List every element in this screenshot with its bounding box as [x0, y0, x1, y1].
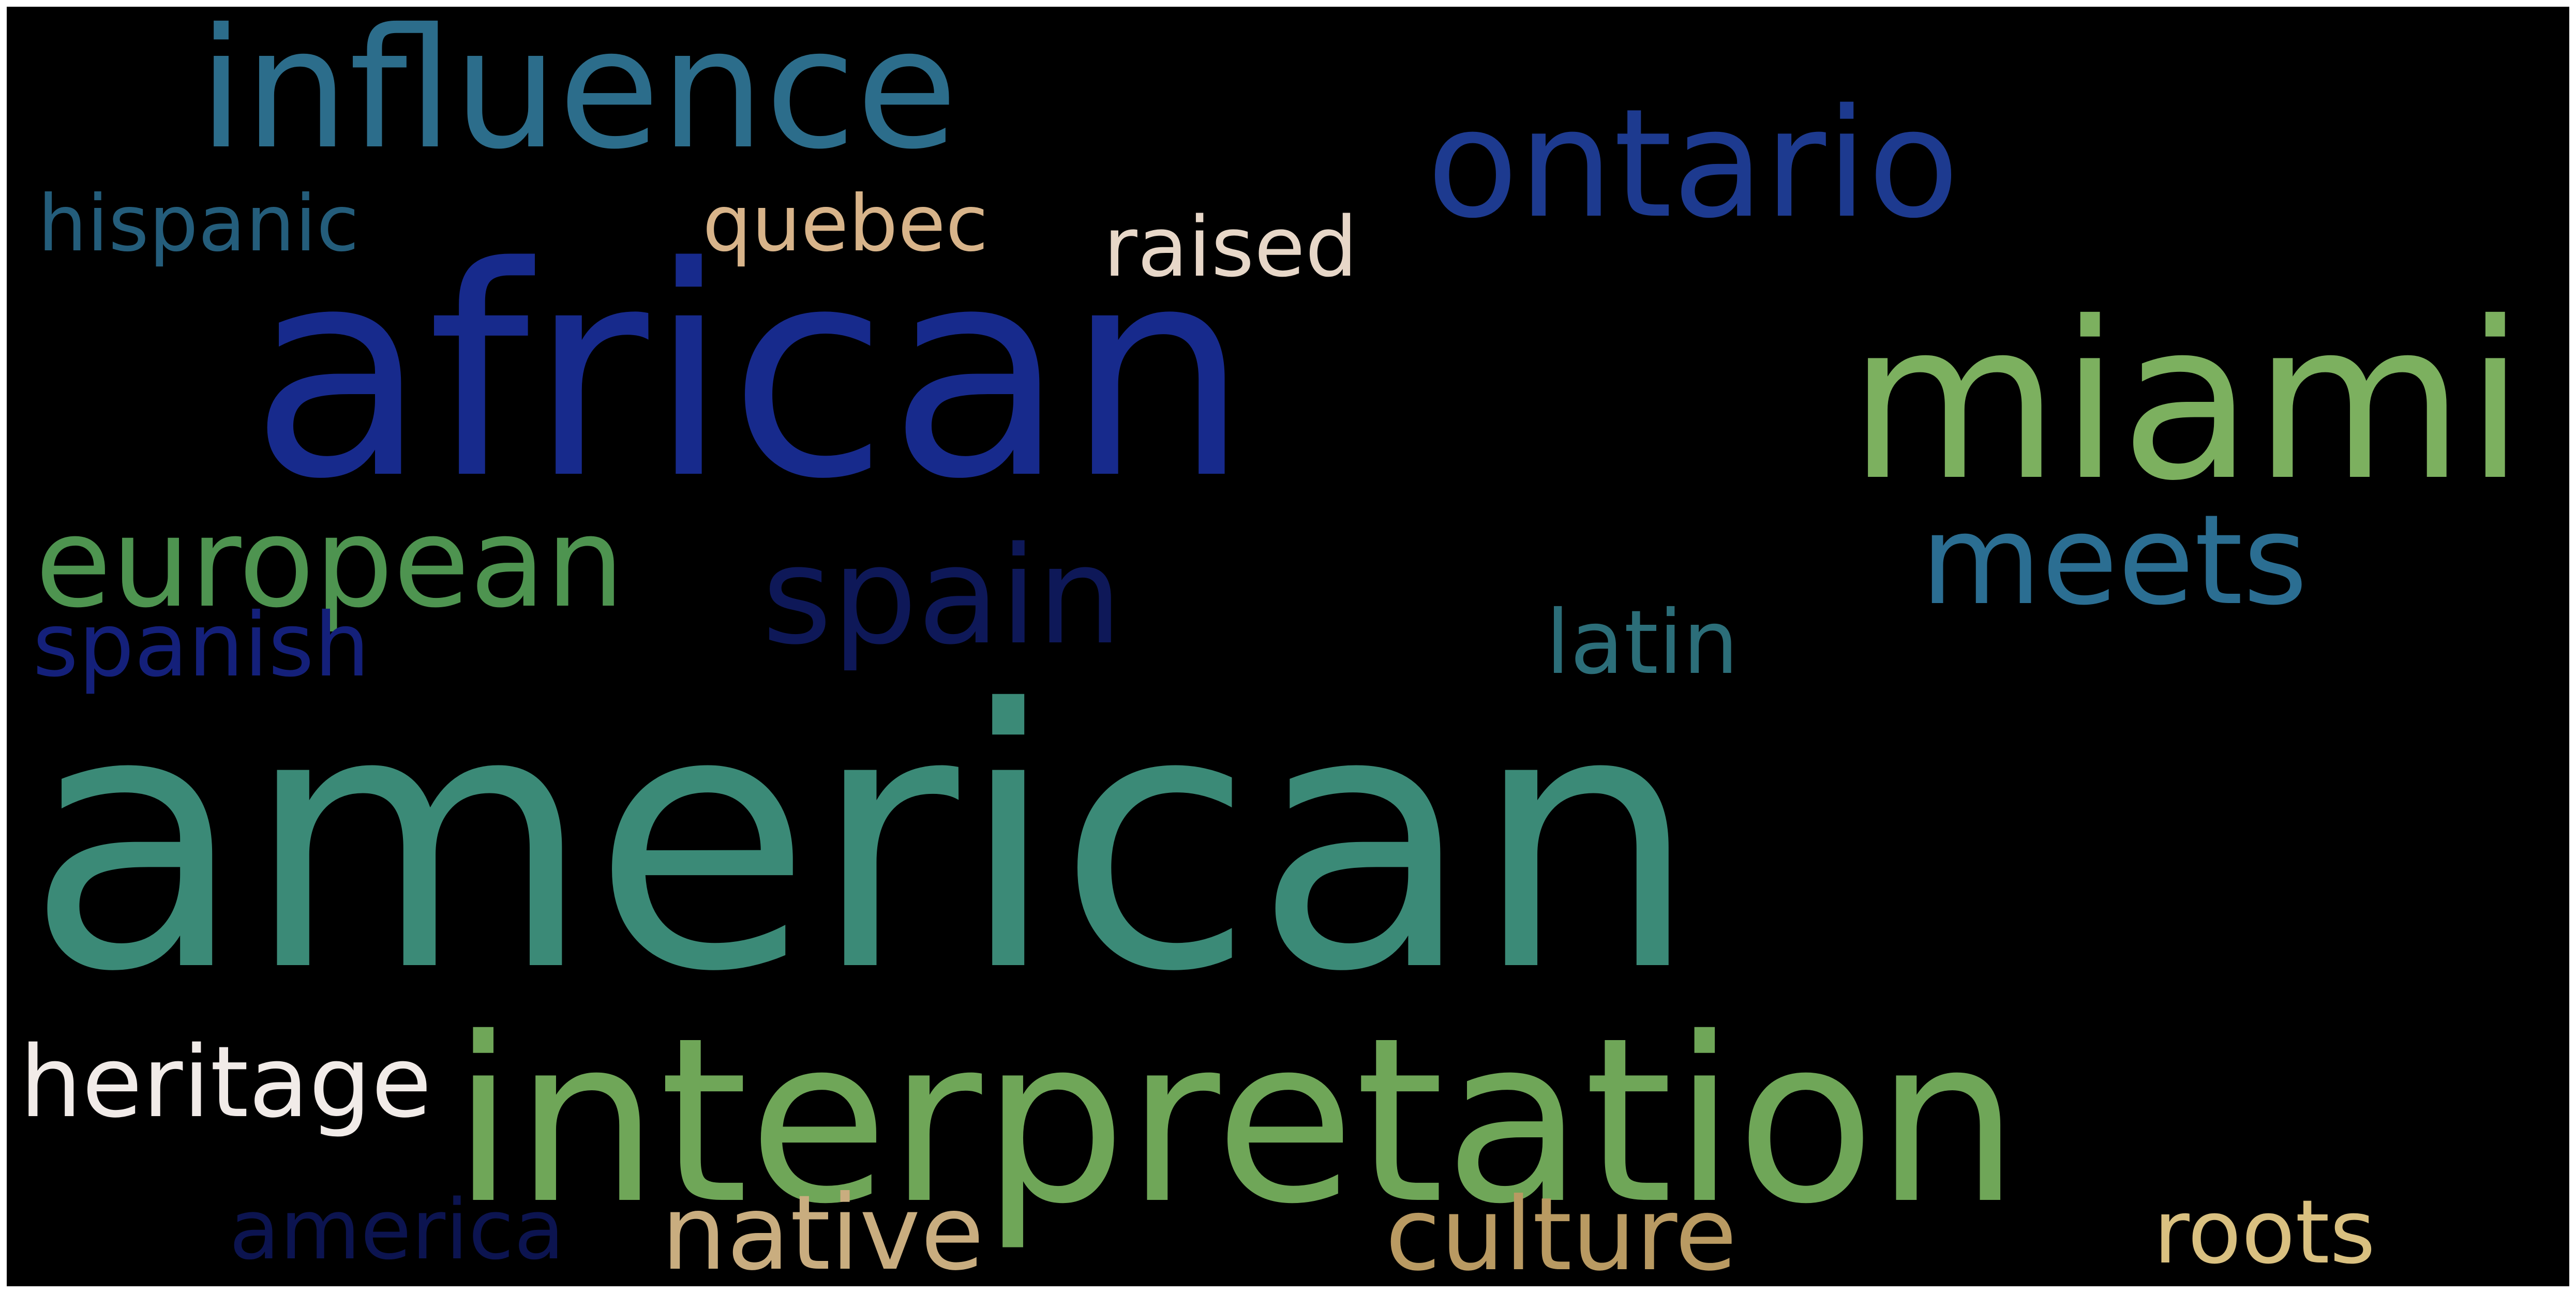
- word-america: america: [229, 1189, 565, 1271]
- word-latin: latin: [1546, 599, 1739, 687]
- word-native: native: [661, 1182, 984, 1285]
- word-heritage: heritage: [20, 1033, 432, 1132]
- word-hispanic: hispanic: [38, 185, 359, 263]
- word-miami: miami: [1848, 294, 2525, 511]
- word-african: african: [250, 229, 1249, 519]
- word-meets: meets: [1921, 498, 2308, 622]
- word-raised: raised: [1103, 206, 1358, 289]
- word-american: american: [26, 664, 1699, 1020]
- word-ontario: ontario: [1427, 89, 1959, 239]
- word-spanish: spanish: [33, 602, 370, 689]
- word-culture: culture: [1385, 1184, 1737, 1285]
- word-influence: influence: [198, 7, 958, 172]
- word-roots: roots: [2153, 1189, 2375, 1276]
- word-quebec: quebec: [702, 185, 989, 263]
- word-cloud: american african interpretation influenc…: [7, 7, 2569, 1286]
- word-spain: spain: [762, 529, 1122, 664]
